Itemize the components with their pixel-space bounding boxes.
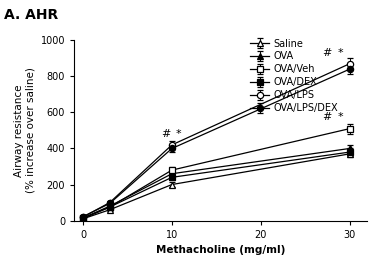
Legend: Saline, OVA, OVA/Veh, OVA/DEX, OVA/LPS, OVA/LPS/DEX: Saline, OVA, OVA/Veh, OVA/DEX, OVA/LPS, … [250, 38, 338, 113]
Text: #: # [161, 129, 170, 139]
Text: A. AHR: A. AHR [4, 8, 58, 22]
Y-axis label: Airway resistance
(% increase over saline): Airway resistance (% increase over salin… [13, 68, 35, 193]
X-axis label: Methacholine (mg/ml): Methacholine (mg/ml) [156, 245, 285, 255]
Text: *: * [175, 129, 181, 139]
Text: #: # [323, 112, 332, 122]
Text: #: # [323, 48, 332, 58]
Text: *: * [338, 48, 344, 58]
Text: *: * [338, 112, 344, 122]
